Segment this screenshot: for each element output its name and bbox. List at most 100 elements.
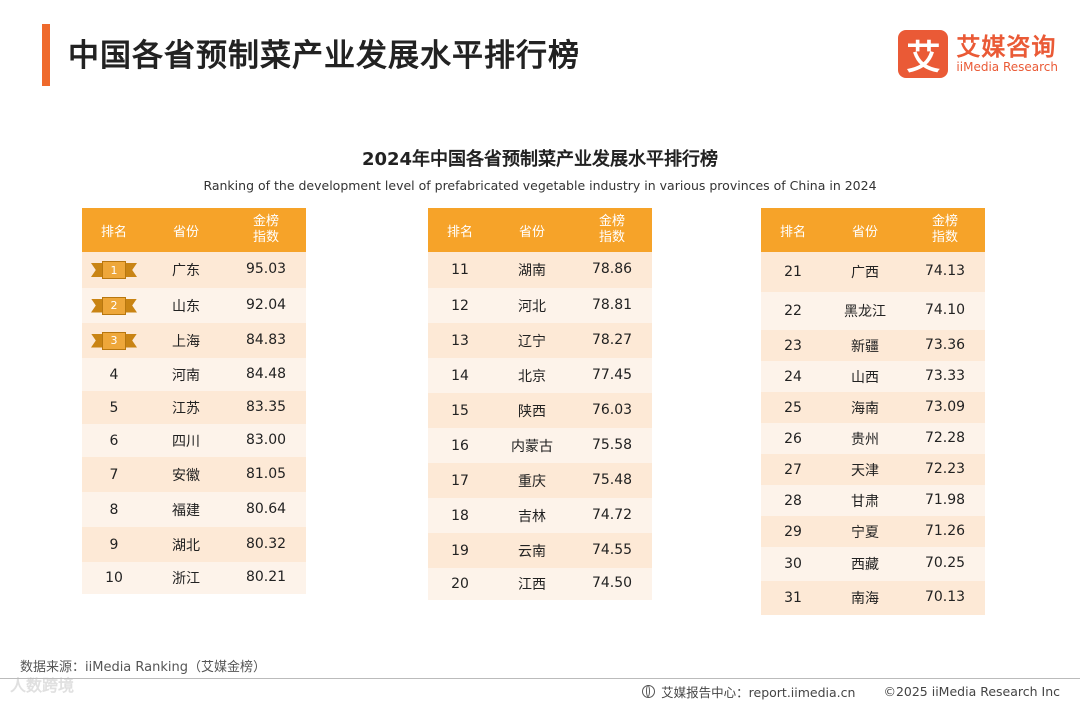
index-cell: 77.45	[591, 366, 633, 383]
province-cell: 河南	[172, 367, 200, 384]
rank-cell: 27	[784, 461, 802, 478]
header-rank: 排名	[100, 224, 127, 240]
rank-cell: 4	[109, 366, 119, 383]
rank-cell: 25	[784, 399, 802, 416]
table-header: 排名 省份 金榜 指数	[82, 208, 306, 252]
rank-cell: 22	[784, 303, 802, 319]
index-cell: 75.58	[591, 436, 633, 453]
province-cell: 新疆	[851, 338, 879, 355]
rank-cell: 24	[784, 368, 802, 385]
rank-cell: 10	[105, 570, 123, 586]
table-row: 13 辽宁 78.27	[428, 323, 652, 358]
index-cell: 84.48	[245, 365, 287, 382]
index-cell: 73.36	[924, 336, 966, 353]
rank-cell: 26	[784, 430, 802, 447]
table-row: 23 新疆 73.36	[761, 330, 985, 361]
province-cell: 四川	[172, 433, 200, 450]
table-row: 12 河北 78.81	[428, 288, 652, 323]
rank-cell: 23	[784, 337, 802, 354]
index-cell: 80.64	[245, 500, 287, 517]
rank-cell: 20	[451, 576, 469, 592]
table-row: 31 南海 70.13	[761, 581, 985, 615]
province-cell: 黑龙江	[844, 304, 886, 320]
table-row: 22 黑龙江 74.10	[761, 292, 985, 330]
header-index: 金榜 指数	[905, 214, 985, 247]
rank-cell: 19	[451, 542, 469, 559]
footer: 艾媒报告中心：report.iimedia.cn ©2025 iiMedia R…	[642, 682, 1060, 701]
rank-cell: 11	[451, 262, 469, 278]
medal-icon: 1	[91, 261, 137, 279]
province-cell: 贵州	[851, 431, 879, 448]
header-index-line1: 金榜	[931, 213, 958, 229]
logo-text: 艾媒咨询 iiMedia Research	[956, 34, 1058, 74]
medal-rank: 3	[102, 331, 126, 350]
header-province: 省份	[518, 224, 545, 240]
globe-icon	[642, 685, 656, 698]
table-row: 4 河南 84.48	[82, 358, 306, 391]
report-center-link[interactable]: 艾媒报告中心：report.iimedia.cn	[661, 685, 856, 700]
table-row: 8 福建 80.64	[82, 492, 306, 527]
province-cell: 安徽	[172, 467, 200, 484]
province-cell: 海南	[851, 400, 879, 417]
rank-cell: 17	[451, 472, 469, 489]
index-cell: 83.35	[245, 398, 287, 415]
table-row: 3 上海 84.83	[82, 323, 306, 358]
table-row: 27 天津 72.23	[761, 454, 985, 485]
index-cell: 74.55	[591, 541, 633, 558]
index-cell: 80.21	[245, 569, 287, 586]
table-row: 6 四川 83.00	[82, 424, 306, 457]
logo-name-en: iiMedia Research	[956, 59, 1058, 74]
province-cell: 河北	[518, 298, 546, 315]
title-accent-bar	[42, 24, 50, 86]
rank-cell: 7	[109, 466, 119, 483]
ranking-table-1: 排名 省份 金榜 指数 1 广东 95.03 2 山东 92.04 3 上海 84.83 4 河南 84.48…	[82, 208, 306, 594]
province-cell: 浙江	[172, 571, 200, 587]
index-cell: 70.13	[924, 589, 966, 606]
index-cell: 80.32	[245, 535, 287, 552]
province-cell: 福建	[172, 502, 200, 519]
rank-cell: 28	[784, 492, 802, 509]
table-row: 19 云南 74.55	[428, 533, 652, 568]
rank-cell: 31	[784, 590, 802, 606]
header-rank: 排名	[446, 224, 473, 240]
rank-cell: 30	[784, 556, 802, 572]
index-cell: 73.09	[924, 398, 966, 415]
table-row: 2 山东 92.04	[82, 288, 306, 323]
table-row: 18 吉林 74.72	[428, 498, 652, 533]
index-cell: 75.48	[591, 471, 633, 488]
header-rank: 排名	[779, 224, 806, 240]
logo-name-cn: 艾媒咨询	[956, 33, 1057, 62]
ranking-table-3: 排名 省份 金榜 指数 21 广西 74.13 22 黑龙江 74.10 23 新疆 73.36 24 山西…	[761, 208, 985, 615]
table-row: 5 江苏 83.35	[82, 391, 306, 424]
table-row: 29 宁夏 71.26	[761, 516, 985, 547]
province-cell: 山西	[851, 369, 879, 386]
header-index: 金榜 指数	[226, 214, 306, 247]
medal-icon: 2	[91, 296, 137, 315]
index-cell: 78.86	[591, 261, 633, 278]
index-cell: 72.28	[924, 429, 966, 446]
header-index-line1: 金榜	[252, 213, 279, 229]
index-cell: 95.03	[245, 261, 287, 278]
rank-cell: 21	[784, 264, 802, 280]
index-cell: 70.25	[924, 555, 966, 572]
province-cell: 上海	[172, 333, 200, 350]
data-source: 数据来源：iiMedia Ranking（艾媒金榜）	[20, 660, 266, 675]
table-header: 排名 省份 金榜 指数	[428, 208, 652, 252]
copyright: ©2025 iiMedia Research Inc	[883, 684, 1060, 699]
province-cell: 吉林	[518, 508, 546, 525]
rank-cell: 5	[109, 399, 119, 416]
header-index-line2: 指数	[598, 230, 625, 245]
province-cell: 山东	[172, 298, 200, 315]
province-cell: 江西	[518, 577, 546, 593]
province-cell: 广东	[172, 263, 200, 279]
rank-cell: 8	[109, 501, 119, 518]
table-subtitle: Ranking of the development level of pref…	[203, 178, 877, 193]
province-cell: 甘肃	[851, 493, 879, 510]
header-index-line2: 指数	[931, 230, 958, 245]
table-row: 17 重庆 75.48	[428, 463, 652, 498]
province-cell: 湖北	[172, 537, 200, 554]
medal-rank: 2	[102, 296, 126, 315]
rank-cell: 29	[784, 523, 802, 540]
index-cell: 92.04	[245, 296, 287, 313]
province-cell: 北京	[518, 368, 546, 385]
